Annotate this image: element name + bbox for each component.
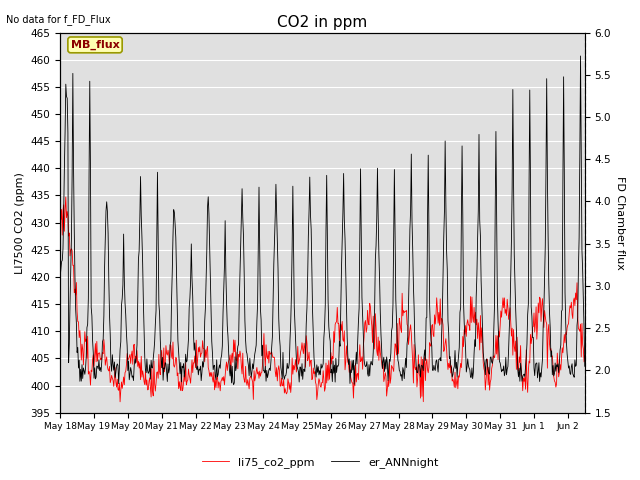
Legend: li75_co2_ppm, er_ANNnight: li75_co2_ppm, er_ANNnight bbox=[197, 452, 443, 472]
Line: li75_co2_ppm: li75_co2_ppm bbox=[60, 197, 585, 402]
Title: CO2 in ppm: CO2 in ppm bbox=[277, 15, 367, 30]
Y-axis label: FD Chamber flux: FD Chamber flux bbox=[615, 176, 625, 270]
Text: No data for f_FD_Flux: No data for f_FD_Flux bbox=[6, 14, 111, 25]
Text: MB_flux: MB_flux bbox=[70, 40, 120, 50]
Line: er_ANNnight: er_ANNnight bbox=[60, 56, 585, 385]
Y-axis label: LI7500 CO2 (ppm): LI7500 CO2 (ppm) bbox=[15, 172, 25, 274]
